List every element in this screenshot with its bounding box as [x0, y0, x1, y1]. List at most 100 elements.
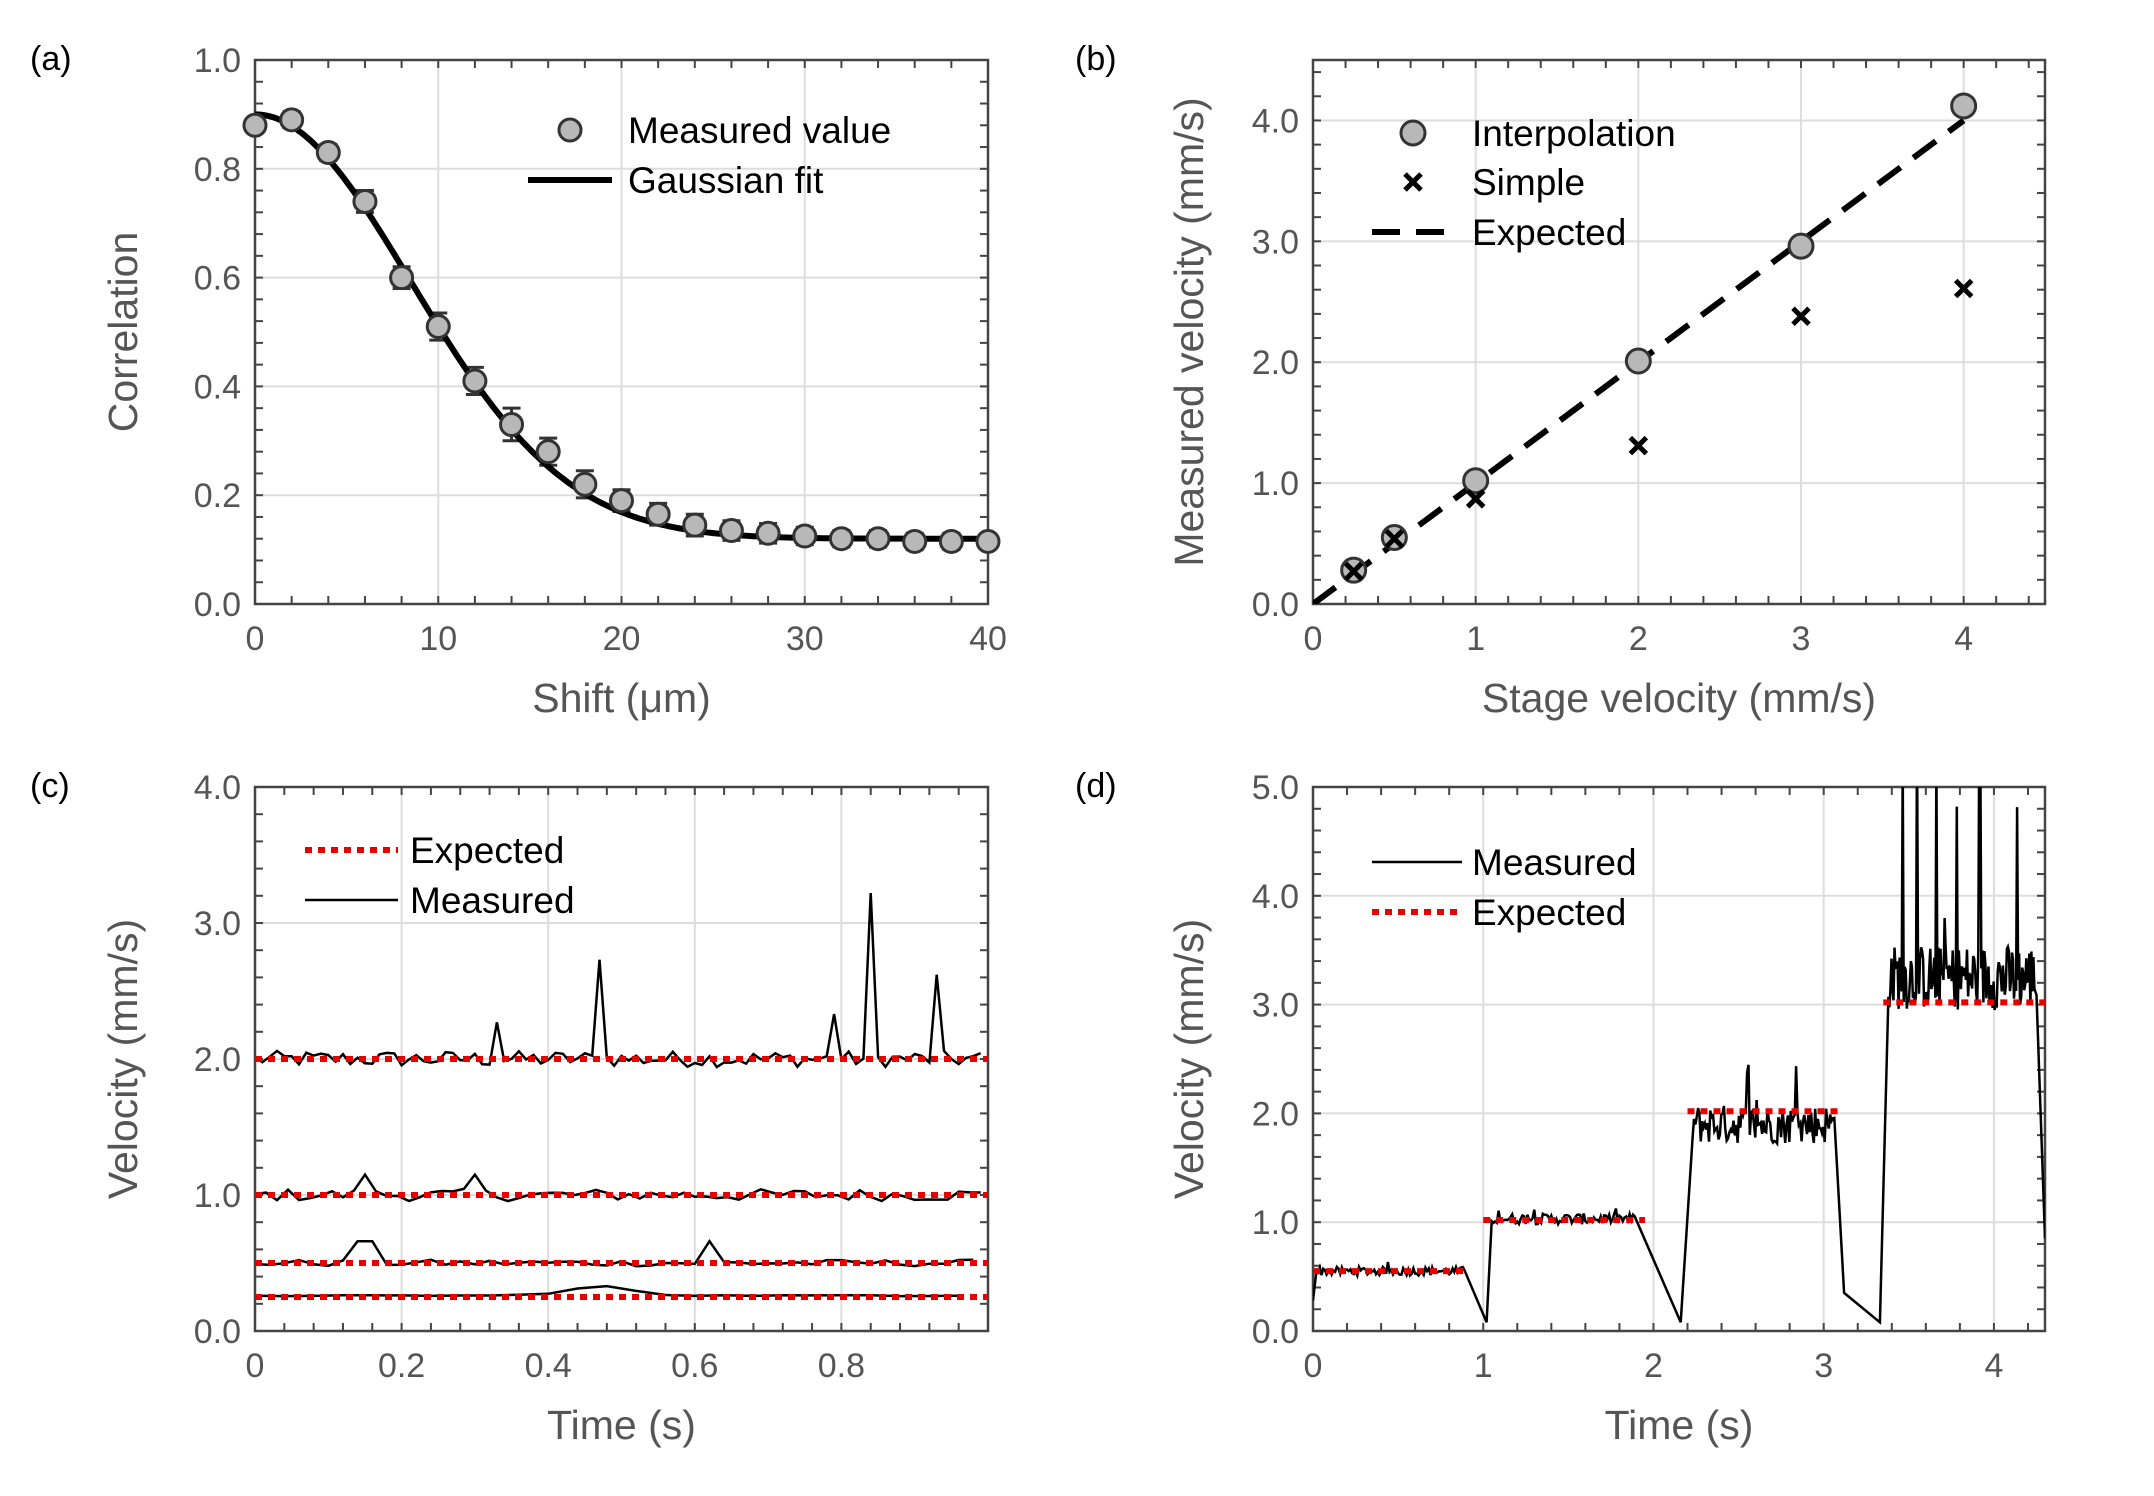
measured-point	[352, 188, 378, 214]
interpolation-point	[1950, 92, 1978, 120]
panel-b-xlabel: Stage velocity (mm/s)	[1482, 675, 1876, 721]
panel-a-ylabel: Correlation	[100, 232, 146, 433]
measured-point	[609, 488, 634, 514]
measured-line	[255, 1172, 981, 1203]
measured-point	[865, 526, 891, 552]
panel-a-ytick-label: 1.0	[194, 42, 241, 80]
measured-point	[975, 528, 1001, 554]
measured-point	[462, 368, 488, 394]
panel-a-xtick-label: 0	[246, 620, 265, 658]
legend-label-fit: Gaussian fit	[628, 160, 824, 201]
legend-label-measured: Measured	[410, 880, 575, 921]
panel-c-xtick-label: 0.6	[671, 1347, 718, 1385]
legend-label-expected: Expected	[1472, 212, 1626, 253]
panel-d-label: (d)	[1075, 767, 1117, 805]
panel-b-label: (b)	[1075, 40, 1117, 78]
panel-a-xlabel: Shift (μm)	[532, 675, 711, 721]
panel-c-plot-area	[255, 893, 988, 1300]
interpolation-point	[1624, 347, 1652, 375]
panel-c-ytick-label: 2.0	[194, 1041, 241, 1079]
measured-point	[902, 528, 928, 554]
panel-a-xtick-label: 30	[786, 620, 824, 658]
measured-point	[499, 411, 525, 437]
panel-a-ytick-label: 0.0	[194, 586, 241, 624]
measured-point	[572, 471, 598, 497]
panel-a-ytick-label: 0.4	[194, 368, 241, 406]
panel-d-xtick-label: 4	[1984, 1347, 2003, 1385]
panel-c-ytick-label: 4.0	[194, 769, 241, 807]
panel-c-xtick-label: 0	[246, 1347, 265, 1385]
legend-marker-interpolation	[1399, 119, 1427, 147]
panel-b-ytick-label: 4.0	[1252, 102, 1299, 140]
measured-point	[242, 112, 268, 138]
panel-c-xtick-label: 0.4	[525, 1347, 572, 1385]
simple-point	[1343, 561, 1364, 582]
panel-b-ytick-label: 2.0	[1252, 344, 1299, 382]
simple-point	[1465, 489, 1486, 509]
panel-c-label: (c)	[30, 767, 70, 805]
legend-label-expected: Expected	[410, 830, 564, 871]
panel-a-xtick-label: 20	[603, 620, 641, 658]
measured-point	[682, 512, 708, 538]
measured-point	[792, 523, 818, 549]
panel-a-xtick-label: 10	[419, 620, 457, 658]
panel-a-xtick-label: 40	[969, 620, 1007, 658]
panel-c-ytick-label: 3.0	[194, 905, 241, 943]
panel-d-xtick-label: 0	[1304, 1347, 1323, 1385]
measured-point	[718, 518, 744, 544]
panel-b-ytick-label: 1.0	[1252, 465, 1299, 503]
panel-d-xtick-label: 2	[1644, 1347, 1663, 1385]
measured-point	[535, 439, 561, 465]
panel-b-ytick-label: 3.0	[1252, 223, 1299, 261]
legend-label-measured: Measured value	[628, 110, 891, 151]
legend-marker-measured	[557, 117, 583, 143]
measured-point	[315, 139, 341, 165]
panel-b-xtick-label: 4	[1954, 620, 1973, 658]
panel-d-xtick-label: 1	[1474, 1347, 1493, 1385]
panel-c-xlabel: Time (s)	[547, 1402, 696, 1448]
measured-line	[255, 893, 982, 1070]
panel-d-ylabel: Velocity (mm/s)	[1166, 919, 1212, 1199]
legend-marker-simple	[1403, 172, 1423, 192]
legend-label-measured: Measured	[1472, 842, 1637, 883]
simple-point	[1953, 278, 1974, 299]
panel-d-xtick-label: 3	[1814, 1347, 1833, 1385]
legend-label-interpolation: Interpolation	[1472, 113, 1676, 154]
panel-b-xtick-label: 2	[1629, 620, 1648, 658]
panel-d-xlabel: Time (s)	[1605, 1402, 1754, 1448]
panel-b-xtick-label: 0	[1304, 620, 1323, 658]
panel-c-xtick-label: 0.2	[378, 1347, 425, 1385]
panel-d-ytick-label: 0.0	[1252, 1313, 1299, 1351]
panel-a-ytick-label: 0.2	[194, 477, 241, 515]
measured-point	[645, 501, 671, 527]
panel-b-xtick-label: 1	[1466, 620, 1485, 658]
panel-b-xtick-label: 3	[1792, 620, 1811, 658]
panel-d-ytick-label: 4.0	[1252, 878, 1299, 916]
panel-b-ylabel: Measured velocity (mm/s)	[1166, 97, 1212, 566]
panel-c-ylabel: Velocity (mm/s)	[100, 919, 146, 1199]
panel-a-ytick-label: 0.6	[194, 260, 241, 298]
panel-b-ytick-label: 0.0	[1252, 586, 1299, 624]
legend-label-expected: Expected	[1472, 892, 1626, 933]
panel-b-frame	[1311, 58, 2047, 606]
panel-c-ytick-label: 1.0	[194, 1177, 241, 1215]
measured-point	[279, 107, 305, 133]
simple-point	[1384, 528, 1405, 549]
panel-a-label: (a)	[30, 40, 72, 78]
panel-c-ytick-label: 0.0	[194, 1313, 241, 1351]
measured-point	[389, 265, 415, 291]
panel-d-plot-area	[1313, 787, 2045, 1325]
panel-a-ytick-label: 0.8	[194, 151, 241, 189]
simple-point	[1628, 435, 1649, 456]
measured-line	[1313, 787, 2045, 1325]
panel-d-ytick-label: 3.0	[1252, 987, 1299, 1025]
panel-d-frame	[1311, 785, 2047, 1333]
measured-point	[938, 528, 964, 554]
measured-point	[755, 520, 781, 546]
measured-point	[425, 314, 451, 340]
panel-d-ytick-label: 1.0	[1252, 1204, 1299, 1242]
panel-c-xtick-label: 0.8	[818, 1347, 865, 1385]
legend-label-simple: Simple	[1472, 162, 1585, 203]
interpolation-point	[1787, 232, 1815, 260]
